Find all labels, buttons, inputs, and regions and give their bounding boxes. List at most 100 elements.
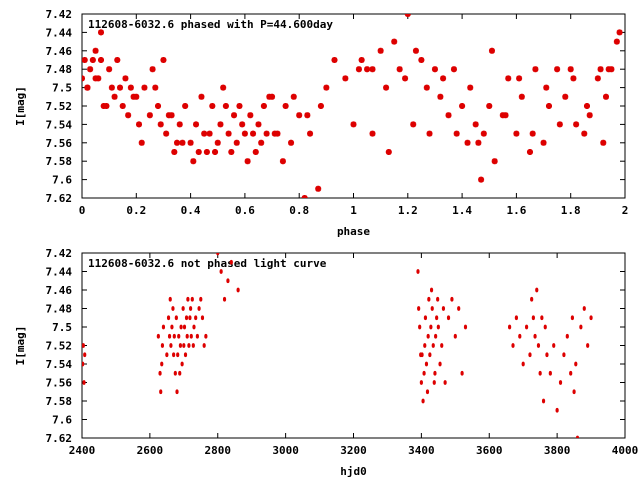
data-point: [157, 121, 164, 128]
data-point: [197, 306, 201, 311]
data-point: [342, 75, 349, 82]
data-point: [98, 29, 105, 36]
data-point: [423, 343, 427, 348]
data-point: [182, 343, 186, 348]
data-point: [613, 38, 620, 45]
data-point: [244, 158, 251, 165]
data-point: [594, 75, 601, 82]
data-point: [149, 66, 156, 73]
data-point: [174, 139, 181, 146]
data-point: [200, 315, 205, 321]
data-point: [552, 343, 556, 348]
data-point: [350, 121, 357, 128]
data-point: [84, 84, 91, 91]
data-point: [582, 306, 586, 311]
data-point: [581, 130, 588, 137]
data-point: [187, 343, 191, 348]
data-point: [83, 352, 87, 358]
data-point: [358, 57, 365, 63]
data-point: [168, 296, 172, 302]
data-point: [464, 139, 471, 146]
x-tick-label: 2: [622, 204, 629, 217]
data-point: [575, 435, 580, 438]
data-point: [538, 370, 542, 376]
data-point: [450, 296, 454, 302]
data-point: [241, 130, 248, 137]
data-point: [533, 333, 537, 339]
y-tick-label: 7.6: [52, 174, 72, 187]
data-point: [119, 103, 126, 109]
data-point: [548, 370, 552, 376]
y-tick-label: 7.5: [52, 321, 72, 334]
data-point: [558, 380, 563, 385]
data-point: [202, 343, 206, 348]
data-point: [307, 130, 314, 137]
data-point: [114, 57, 121, 63]
data-point: [163, 130, 170, 137]
y-tick-label: 7.48: [46, 303, 73, 316]
y-tick-label: 7.52: [46, 100, 73, 113]
data-point: [419, 380, 423, 385]
data-point: [579, 324, 583, 330]
data-point: [176, 352, 180, 358]
data-point: [524, 324, 529, 330]
data-point: [570, 315, 574, 321]
data-point: [171, 306, 175, 311]
data-point: [194, 315, 198, 321]
data-point: [529, 130, 536, 137]
data-point: [231, 112, 238, 119]
data-point: [410, 121, 417, 128]
data-point: [586, 112, 593, 119]
data-point: [513, 130, 520, 137]
data-point: [396, 66, 403, 73]
data-point: [431, 66, 438, 73]
data-point: [416, 269, 420, 274]
data-point: [87, 66, 94, 73]
data-point: [429, 287, 434, 293]
data-point: [138, 139, 145, 146]
data-point: [574, 361, 578, 367]
data-point: [176, 121, 183, 128]
data-point: [229, 259, 233, 265]
data-point: [127, 84, 134, 91]
data-point: [288, 139, 295, 146]
x-tick-label: 3000: [272, 444, 299, 457]
data-point: [130, 93, 137, 100]
y-tick-label: 7.58: [46, 155, 73, 168]
x-tick-label: 2800: [205, 444, 232, 457]
data-point: [180, 361, 184, 367]
data-point: [460, 370, 464, 376]
data-point: [160, 343, 165, 348]
data-point: [518, 93, 525, 100]
data-point: [152, 84, 159, 91]
y-tick-label: 7.42: [46, 247, 73, 260]
data-point: [438, 361, 442, 367]
data-point: [463, 324, 468, 330]
data-point: [187, 139, 194, 146]
x-tick-label: 1.6: [506, 204, 526, 217]
data-point: [518, 333, 522, 339]
data-point: [192, 324, 196, 330]
data-point: [532, 66, 539, 73]
data-point: [355, 66, 362, 73]
data-point: [605, 66, 612, 73]
data-series: [82, 253, 593, 438]
data-point: [364, 66, 371, 73]
data-point: [172, 333, 176, 339]
data-point: [431, 343, 435, 348]
data-point: [530, 296, 534, 302]
data-point: [428, 352, 432, 358]
data-point: [567, 66, 574, 73]
data-point: [531, 315, 535, 321]
data-point: [111, 93, 118, 100]
data-point: [228, 149, 235, 155]
data-point: [171, 149, 178, 155]
x-tick-label: 2400: [69, 444, 96, 457]
data-point: [421, 398, 425, 404]
y-tick-label: 7.62: [46, 192, 73, 205]
data-point: [217, 121, 224, 128]
data-point: [165, 112, 172, 119]
data-point: [486, 103, 493, 109]
data-point: [82, 57, 88, 63]
data-point: [315, 185, 322, 192]
